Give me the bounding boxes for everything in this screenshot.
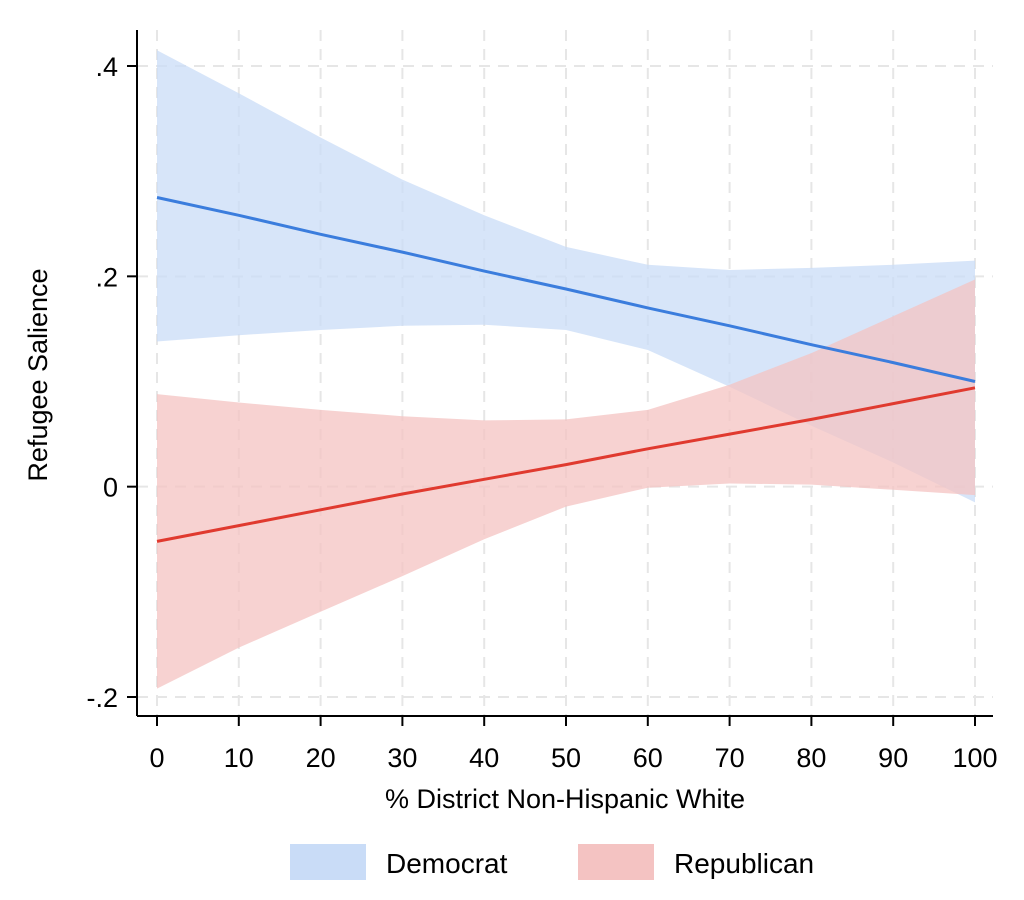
x-tick-label-3: 30 (387, 743, 417, 773)
x-tick-label-2: 20 (306, 743, 336, 773)
y-tick-label-2: .2 (95, 262, 118, 292)
republican-confidence-band (157, 279, 975, 689)
x-tick-label-4: 40 (469, 743, 499, 773)
y-tick-label-3: .4 (95, 52, 118, 82)
estimate-lines (156, 196, 976, 543)
confidence-bands (157, 50, 975, 689)
x-tick-label-7: 70 (715, 743, 745, 773)
x-tick-label-0: 0 (149, 743, 164, 773)
democrat-legend-label: Democrat (386, 848, 508, 879)
x-tick-label-8: 80 (796, 743, 826, 773)
democrat-legend-swatch (290, 844, 366, 880)
republican-legend-label: Republican (674, 848, 814, 879)
x-tick-label-1: 10 (224, 743, 254, 773)
y-tick-label-1: 0 (103, 473, 118, 503)
republican-legend-swatch (578, 844, 654, 880)
legend: Democrat Republican (290, 844, 814, 880)
x-axis-title: % District Non-Hispanic White (385, 784, 745, 814)
x-tick-label-5: 50 (551, 743, 581, 773)
x-tick-label-10: 100 (952, 743, 997, 773)
republican-estimate-line (156, 386, 976, 543)
x-tick-label-6: 60 (633, 743, 663, 773)
y-axis-title: Refugee Salience (23, 268, 53, 481)
y-tick-label-0: -.2 (86, 683, 118, 713)
x-tick-label-9: 90 (878, 743, 908, 773)
axes: 0 10 20 30 40 50 60 70 80 90 100 -.2 0 .2 .4 (86, 30, 998, 773)
democrat-estimate-line (156, 196, 976, 383)
